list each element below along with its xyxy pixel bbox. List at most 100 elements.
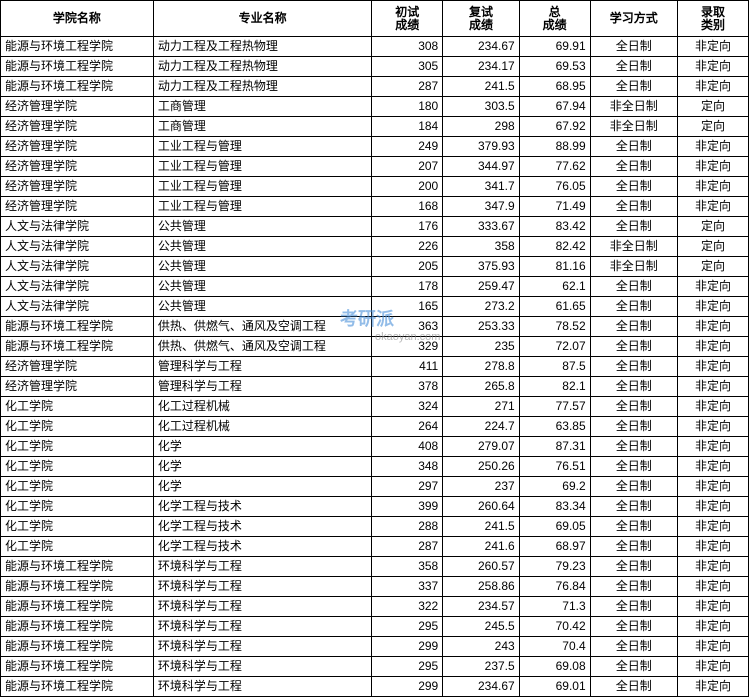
cell-college: 能源与环境工程学院 [1,637,154,657]
cell-mode: 非全日制 [590,97,677,117]
cell-score1: 378 [372,377,443,397]
cell-mode: 全日制 [590,397,677,417]
cell-major: 化学 [153,457,371,477]
cell-score2: 237.5 [443,657,519,677]
cell-mode: 全日制 [590,677,677,697]
cell-score1: 399 [372,497,443,517]
header-score1: 初试成绩 [372,1,443,37]
cell-score1: 295 [372,657,443,677]
cell-mode: 全日制 [590,217,677,237]
cell-major: 公共管理 [153,257,371,277]
cell-score1: 288 [372,517,443,537]
cell-major: 环境科学与工程 [153,617,371,637]
table-row: 能源与环境工程学院动力工程及工程热物理287241.568.95全日制非定向 [1,77,749,97]
cell-major: 工商管理 [153,97,371,117]
cell-college: 化工学院 [1,417,154,437]
cell-mode: 全日制 [590,377,677,397]
cell-score2: 341.7 [443,177,519,197]
table-row: 化工学院化学29723769.2全日制非定向 [1,477,749,497]
cell-mode: 全日制 [590,137,677,157]
cell-score1: 308 [372,37,443,57]
cell-mode: 全日制 [590,657,677,677]
table-row: 人文与法律学院公共管理22635882.42非全日制定向 [1,237,749,257]
cell-score2: 234.67 [443,37,519,57]
cell-score2: 245.5 [443,617,519,637]
cell-college: 人文与法律学院 [1,297,154,317]
cell-total: 71.49 [519,197,590,217]
cell-college: 化工学院 [1,537,154,557]
cell-mode: 全日制 [590,197,677,217]
cell-type: 非定向 [677,577,748,597]
cell-major: 公共管理 [153,217,371,237]
cell-score1: 299 [372,637,443,657]
table-row: 能源与环境工程学院动力工程及工程热物理308234.6769.91全日制非定向 [1,37,749,57]
cell-college: 能源与环境工程学院 [1,657,154,677]
table-row: 能源与环境工程学院环境科学与工程337258.8676.84全日制非定向 [1,577,749,597]
cell-total: 72.07 [519,337,590,357]
cell-major: 供热、供燃气、通风及空调工程 [153,337,371,357]
cell-score2: 241.5 [443,77,519,97]
cell-mode: 全日制 [590,37,677,57]
cell-total: 76.51 [519,457,590,477]
table-row: 经济管理学院工业工程与管理249379.9388.99全日制非定向 [1,137,749,157]
cell-type: 非定向 [677,337,748,357]
cell-mode: 全日制 [590,577,677,597]
cell-type: 非定向 [677,457,748,477]
cell-type: 非定向 [677,637,748,657]
cell-score2: 265.8 [443,377,519,397]
cell-mode: 全日制 [590,337,677,357]
table-row: 人文与法律学院公共管理205375.9381.16非全日制定向 [1,257,749,277]
cell-type: 非定向 [677,297,748,317]
cell-mode: 全日制 [590,517,677,537]
cell-score2: 271 [443,397,519,417]
cell-total: 69.01 [519,677,590,697]
cell-total: 78.52 [519,317,590,337]
table-row: 人文与法律学院公共管理176333.6783.42全日制定向 [1,217,749,237]
cell-college: 经济管理学院 [1,137,154,157]
cell-total: 87.5 [519,357,590,377]
cell-major: 环境科学与工程 [153,677,371,697]
cell-college: 能源与环境工程学院 [1,57,154,77]
cell-college: 能源与环境工程学院 [1,677,154,697]
cell-total: 81.16 [519,257,590,277]
cell-score2: 273.2 [443,297,519,317]
cell-total: 67.92 [519,117,590,137]
cell-type: 非定向 [677,137,748,157]
table-row: 人文与法律学院公共管理178259.4762.1全日制非定向 [1,277,749,297]
cell-college: 人文与法律学院 [1,217,154,237]
cell-major: 工业工程与管理 [153,157,371,177]
table-row: 经济管理学院管理科学与工程378265.882.1全日制非定向 [1,377,749,397]
cell-score2: 358 [443,237,519,257]
cell-major: 动力工程及工程热物理 [153,57,371,77]
cell-type: 非定向 [677,357,748,377]
cell-type: 定向 [677,97,748,117]
cell-major: 化学 [153,437,371,457]
cell-score1: 322 [372,597,443,617]
cell-major: 管理科学与工程 [153,357,371,377]
cell-total: 82.42 [519,237,590,257]
table-row: 经济管理学院工商管理180303.567.94非全日制定向 [1,97,749,117]
cell-total: 76.05 [519,177,590,197]
cell-score1: 249 [372,137,443,157]
cell-score2: 235 [443,337,519,357]
cell-college: 能源与环境工程学院 [1,557,154,577]
cell-major: 公共管理 [153,237,371,257]
cell-type: 非定向 [677,377,748,397]
cell-type: 非定向 [677,677,748,697]
cell-college: 化工学院 [1,397,154,417]
cell-college: 能源与环境工程学院 [1,337,154,357]
table-row: 能源与环境工程学院供热、供燃气、通风及空调工程32923572.07全日制非定向 [1,337,749,357]
cell-score2: 234.17 [443,57,519,77]
cell-score2: 278.8 [443,357,519,377]
cell-total: 63.85 [519,417,590,437]
cell-score1: 337 [372,577,443,597]
cell-score2: 234.67 [443,677,519,697]
cell-score1: 180 [372,97,443,117]
cell-college: 经济管理学院 [1,197,154,217]
cell-score2: 279.07 [443,437,519,457]
cell-college: 化工学院 [1,477,154,497]
cell-score1: 205 [372,257,443,277]
table-row: 化工学院化学348250.2676.51全日制非定向 [1,457,749,477]
cell-mode: 全日制 [590,297,677,317]
cell-college: 人文与法律学院 [1,277,154,297]
